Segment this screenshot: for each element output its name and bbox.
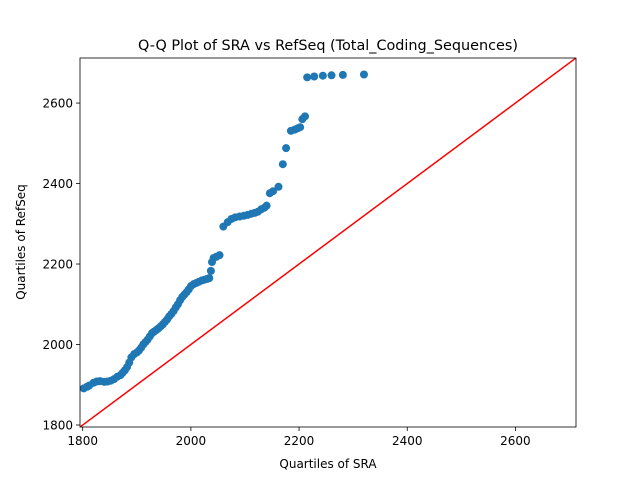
x-tick-label: 2000 <box>176 434 207 448</box>
y-tick-label: 2600 <box>42 97 73 111</box>
data-point <box>206 266 215 275</box>
data-point <box>318 71 327 80</box>
data-point <box>301 112 310 121</box>
y-tick-label: 1800 <box>42 418 73 432</box>
data-point <box>327 71 336 80</box>
data-point <box>310 72 319 81</box>
y-axis-label: Quartiles of RefSeq <box>14 184 28 300</box>
chart-title: Q-Q Plot of SRA vs RefSeq (Total_Coding_… <box>138 38 518 54</box>
y-tick-label: 2400 <box>42 177 73 191</box>
data-point <box>262 201 271 210</box>
data-point <box>296 123 305 132</box>
x-tick-label: 2200 <box>284 434 315 448</box>
data-point <box>215 251 224 260</box>
data-point <box>278 160 287 169</box>
y-tick-label: 2200 <box>42 258 73 272</box>
data-point <box>282 144 291 153</box>
x-tick-label: 2600 <box>500 434 531 448</box>
x-tick-label: 1800 <box>67 434 98 448</box>
data-point <box>205 274 214 283</box>
data-point <box>338 70 347 79</box>
data-point <box>269 187 278 196</box>
y-tick-label: 2000 <box>42 338 73 352</box>
data-point <box>274 182 283 191</box>
plot-frame <box>79 57 577 428</box>
x-tick-label: 2400 <box>392 434 423 448</box>
reference-line <box>80 58 576 427</box>
data-point <box>303 73 312 82</box>
x-axis-label: Quartiles of SRA <box>279 457 377 471</box>
data-point <box>359 70 368 79</box>
